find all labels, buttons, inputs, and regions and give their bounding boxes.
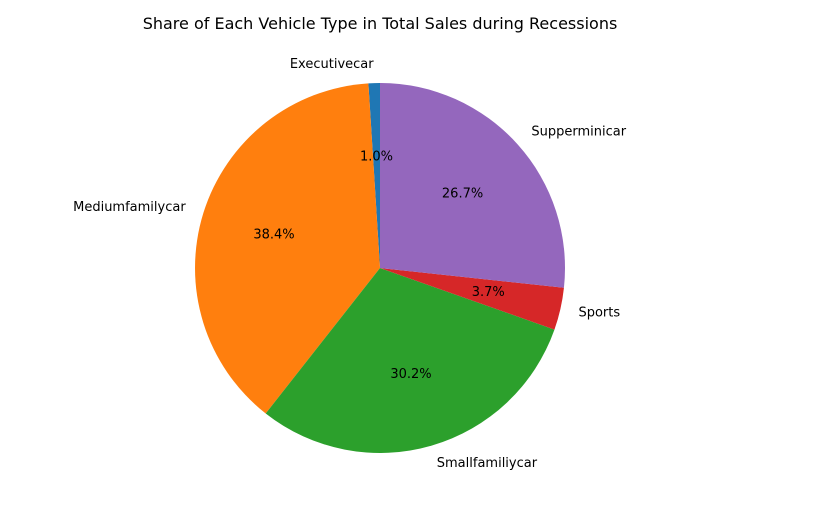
pie-slice-supperminicar [380, 82, 566, 288]
pct-label-mediumfamilycar: 38.4% [253, 228, 294, 243]
pie-slice-mediumfamilycar [195, 83, 380, 414]
pct-label-sports: 3.7% [472, 285, 505, 300]
pct-label-executivecar: 1.0% [360, 150, 393, 165]
slice-label-sports: Sports [578, 306, 620, 321]
pie-slice-executivecar [368, 83, 380, 268]
pct-label-smallfamiliycar: 30.2% [390, 367, 431, 382]
slice-label-supperminicar: Supperminicar [531, 124, 626, 139]
pie-labels: Executivecar 1.0% Mediumfamilycar 38.4% Smal… [73, 57, 627, 471]
pie-slice-sports [380, 268, 564, 330]
pct-label-supperminicar: 26.7% [442, 186, 483, 201]
pie-slices [195, 82, 566, 453]
chart-title: Share of Each Vehicle Type in Total Sale… [143, 14, 618, 33]
slice-label-executivecar: Executivecar [290, 57, 374, 72]
slice-label-smallfamiliycar: Smallfamiliycar [437, 456, 538, 471]
pie-slice-smallfamiliycar [265, 268, 555, 453]
slice-label-mediumfamilycar: Mediumfamilycar [73, 200, 186, 215]
